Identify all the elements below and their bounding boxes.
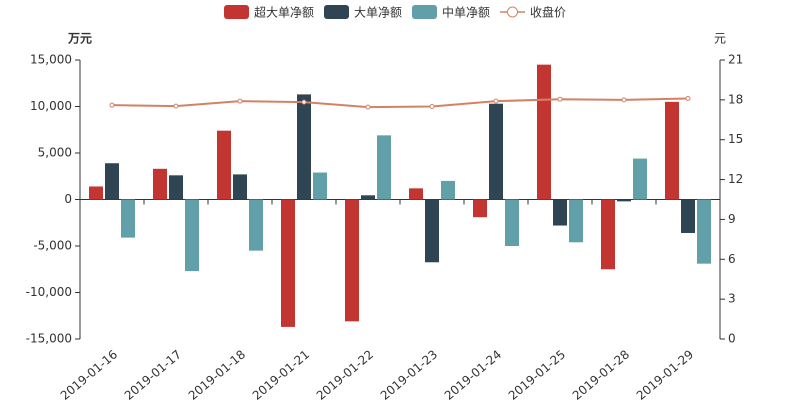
legend-icon[interactable] [507, 6, 518, 18]
legend-label[interactable]: 中单净额 [442, 5, 490, 20]
bar [281, 199, 295, 327]
bar [633, 158, 647, 200]
line-point [621, 97, 627, 103]
bar [105, 163, 119, 200]
bar [345, 199, 359, 322]
x-tick-label: 2019-01-23 [378, 347, 440, 400]
line [111, 97, 689, 109]
line-point [429, 104, 435, 109]
y2-axis-label: 元 [714, 32, 726, 46]
bar [313, 172, 327, 200]
bar [473, 199, 487, 218]
bar [249, 199, 263, 251]
bar [233, 174, 247, 200]
y2-tick-label: 12 [728, 172, 743, 186]
y-tick-label: -5,000 [33, 239, 72, 253]
bar [601, 199, 615, 270]
x-tick-label: 2019-01-18 [186, 347, 248, 400]
bar [153, 168, 167, 200]
bar [121, 199, 135, 238]
x-tick-label: 2019-01-25 [506, 347, 568, 400]
bar [89, 186, 103, 200]
y2-tick-label: 0 [728, 332, 736, 346]
legend-icon[interactable] [412, 5, 437, 19]
bar [553, 199, 567, 226]
y-tick-label: 10,000 [30, 99, 72, 113]
x-tick-label: 2019-01-29 [634, 347, 696, 400]
bar [217, 130, 231, 200]
y-axis-label: 万元 [67, 32, 92, 46]
legend-label[interactable]: 大单净额 [354, 6, 402, 20]
y-tick-label: 0 [64, 192, 72, 206]
bar [377, 135, 391, 200]
legend-label[interactable]: 收盘价 [530, 5, 566, 20]
y-tick-label: -10,000 [26, 285, 72, 299]
bar [169, 175, 183, 200]
line-point [685, 96, 691, 102]
line-point [237, 98, 243, 104]
line-point [365, 104, 371, 110]
y2-tick-label: 15 [728, 132, 743, 146]
bar [185, 199, 199, 272]
bar [505, 199, 519, 246]
y-tick-label: 5,000 [38, 146, 72, 160]
bar [537, 64, 551, 200]
y2-tick-label: 9 [728, 212, 736, 226]
y-tick-label: -15,000 [26, 332, 72, 346]
bar [617, 199, 631, 202]
x-tick-label: 2019-01-22 [314, 347, 376, 400]
legend-label[interactable]: 超大单净额 [254, 5, 314, 20]
bar [441, 180, 455, 200]
bar [489, 103, 503, 200]
line-point [109, 102, 115, 108]
bar [361, 195, 375, 200]
legend-icon[interactable] [224, 5, 249, 19]
bar [569, 199, 583, 243]
bar [665, 101, 679, 200]
y2-tick-label: 6 [728, 252, 736, 266]
bar [297, 94, 311, 200]
y2-tick-label: 18 [728, 92, 743, 106]
bar [425, 199, 439, 263]
y-tick-label: 15,000 [30, 53, 72, 67]
bar [409, 188, 423, 200]
line-point [493, 98, 499, 104]
bar [697, 199, 711, 264]
x-tick-label: 2019-01-24 [442, 347, 504, 400]
line-point [173, 103, 179, 109]
line-point [557, 96, 563, 102]
x-tick-label: 2019-01-21 [250, 347, 312, 400]
x-tick-label: 2019-01-16 [58, 347, 120, 400]
bar [681, 199, 695, 233]
x-tick-label: 2019-01-17 [122, 347, 184, 400]
legend-icon[interactable] [324, 5, 349, 19]
line-point [301, 99, 307, 105]
y2-tick-label: 3 [728, 292, 736, 306]
x-tick-label: 2019-01-28 [570, 347, 632, 400]
y2-tick-label: 21 [728, 53, 743, 67]
